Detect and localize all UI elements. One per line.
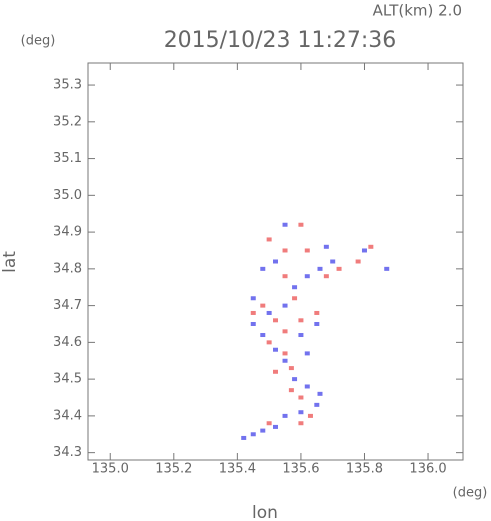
velocity-echo: [292, 296, 298, 301]
velocity-echo: [298, 318, 304, 323]
y-unit: (deg): [21, 34, 56, 49]
velocity-echo: [323, 274, 329, 279]
y-tick-label: 34.3: [53, 445, 82, 460]
velocity-echo: [250, 310, 256, 315]
velocity-echo: [260, 266, 266, 271]
y-tick-label: 34.7: [53, 298, 82, 313]
velocity-echo: [282, 222, 288, 227]
velocity-echo: [317, 266, 323, 271]
x-tick-label: 135.6: [282, 462, 319, 477]
velocity-echo: [292, 285, 298, 290]
velocity-echo: [298, 395, 304, 400]
y-tick-label: 34.9: [53, 225, 82, 240]
velocity-echo: [266, 421, 272, 426]
y-tick-label: 35.1: [53, 151, 82, 166]
velocity-echo: [361, 248, 367, 253]
velocity-echo: [384, 266, 390, 271]
velocity-echo: [292, 377, 298, 382]
velocity-echo: [314, 402, 320, 407]
velocity-echo: [282, 329, 288, 334]
x-tick-label: 135.8: [346, 462, 383, 477]
velocity-echo: [336, 266, 342, 271]
velocity-echo: [273, 259, 278, 264]
velocity-echo: [260, 333, 266, 338]
y-tick-label: 35.3: [53, 78, 82, 93]
altitude-label: ALT(km) 2.0: [373, 2, 462, 20]
x-tick-label: 135.2: [155, 462, 192, 477]
velocity-echo: [266, 310, 272, 315]
velocity-echo: [304, 248, 310, 253]
velocity-echo: [330, 259, 336, 264]
velocity-echo: [282, 274, 288, 279]
velocity-echo: [282, 413, 288, 418]
y-tick-label: 34.8: [53, 261, 82, 276]
velocity-echo: [355, 259, 361, 264]
velocity-echo: [317, 391, 323, 396]
velocity-echo: [266, 340, 272, 345]
velocity-echo: [323, 244, 329, 249]
velocity-echo: [260, 428, 266, 433]
velocity-echo: [288, 388, 294, 393]
velocity-echo: [266, 237, 272, 242]
velocity-echo: [250, 321, 256, 326]
chart-title: 2015/10/23 11:27:36: [164, 28, 397, 53]
y-tick-label: 34.4: [53, 408, 82, 423]
velocity-echo: [298, 222, 304, 227]
velocity-echo: [314, 310, 320, 315]
velocity-echo: [282, 358, 288, 363]
velocity-echo: [273, 318, 278, 323]
y-axis-label: lat: [0, 251, 20, 273]
velocity-echo: [241, 435, 247, 440]
velocity-echo: [288, 366, 294, 371]
plot-frame: [87, 62, 464, 461]
x-unit: (deg): [453, 486, 488, 501]
velocity-echo: [250, 432, 256, 437]
y-tick-label: 34.6: [53, 335, 82, 350]
velocity-echo: [304, 384, 310, 389]
velocity-echo: [282, 351, 288, 356]
x-tick-label: 135.0: [92, 462, 129, 477]
y-tick-label: 35.2: [53, 114, 82, 129]
velocity-echo: [273, 347, 278, 352]
velocity-echo: [250, 296, 256, 301]
velocity-echo: [282, 248, 288, 253]
y-tick-label: 35.0: [53, 188, 82, 203]
velocity-echo: [273, 424, 278, 429]
velocity-echo: [273, 369, 278, 374]
y-tick-label: 34.5: [53, 372, 82, 387]
x-axis-label: lon: [252, 503, 278, 521]
velocity-echo: [304, 351, 310, 356]
velocity-echo: [298, 333, 304, 338]
velocity-echo: [368, 244, 374, 249]
velocity-echo: [260, 303, 266, 308]
x-tick-label: 135.4: [219, 462, 256, 477]
velocity-echo: [282, 303, 288, 308]
velocity-echo: [298, 410, 304, 415]
x-tick-label: 136.0: [409, 462, 446, 477]
velocity-echo: [314, 321, 320, 326]
velocity-echo: [298, 421, 304, 426]
velocity-echo: [307, 413, 313, 418]
velocity-echo: [304, 274, 310, 279]
